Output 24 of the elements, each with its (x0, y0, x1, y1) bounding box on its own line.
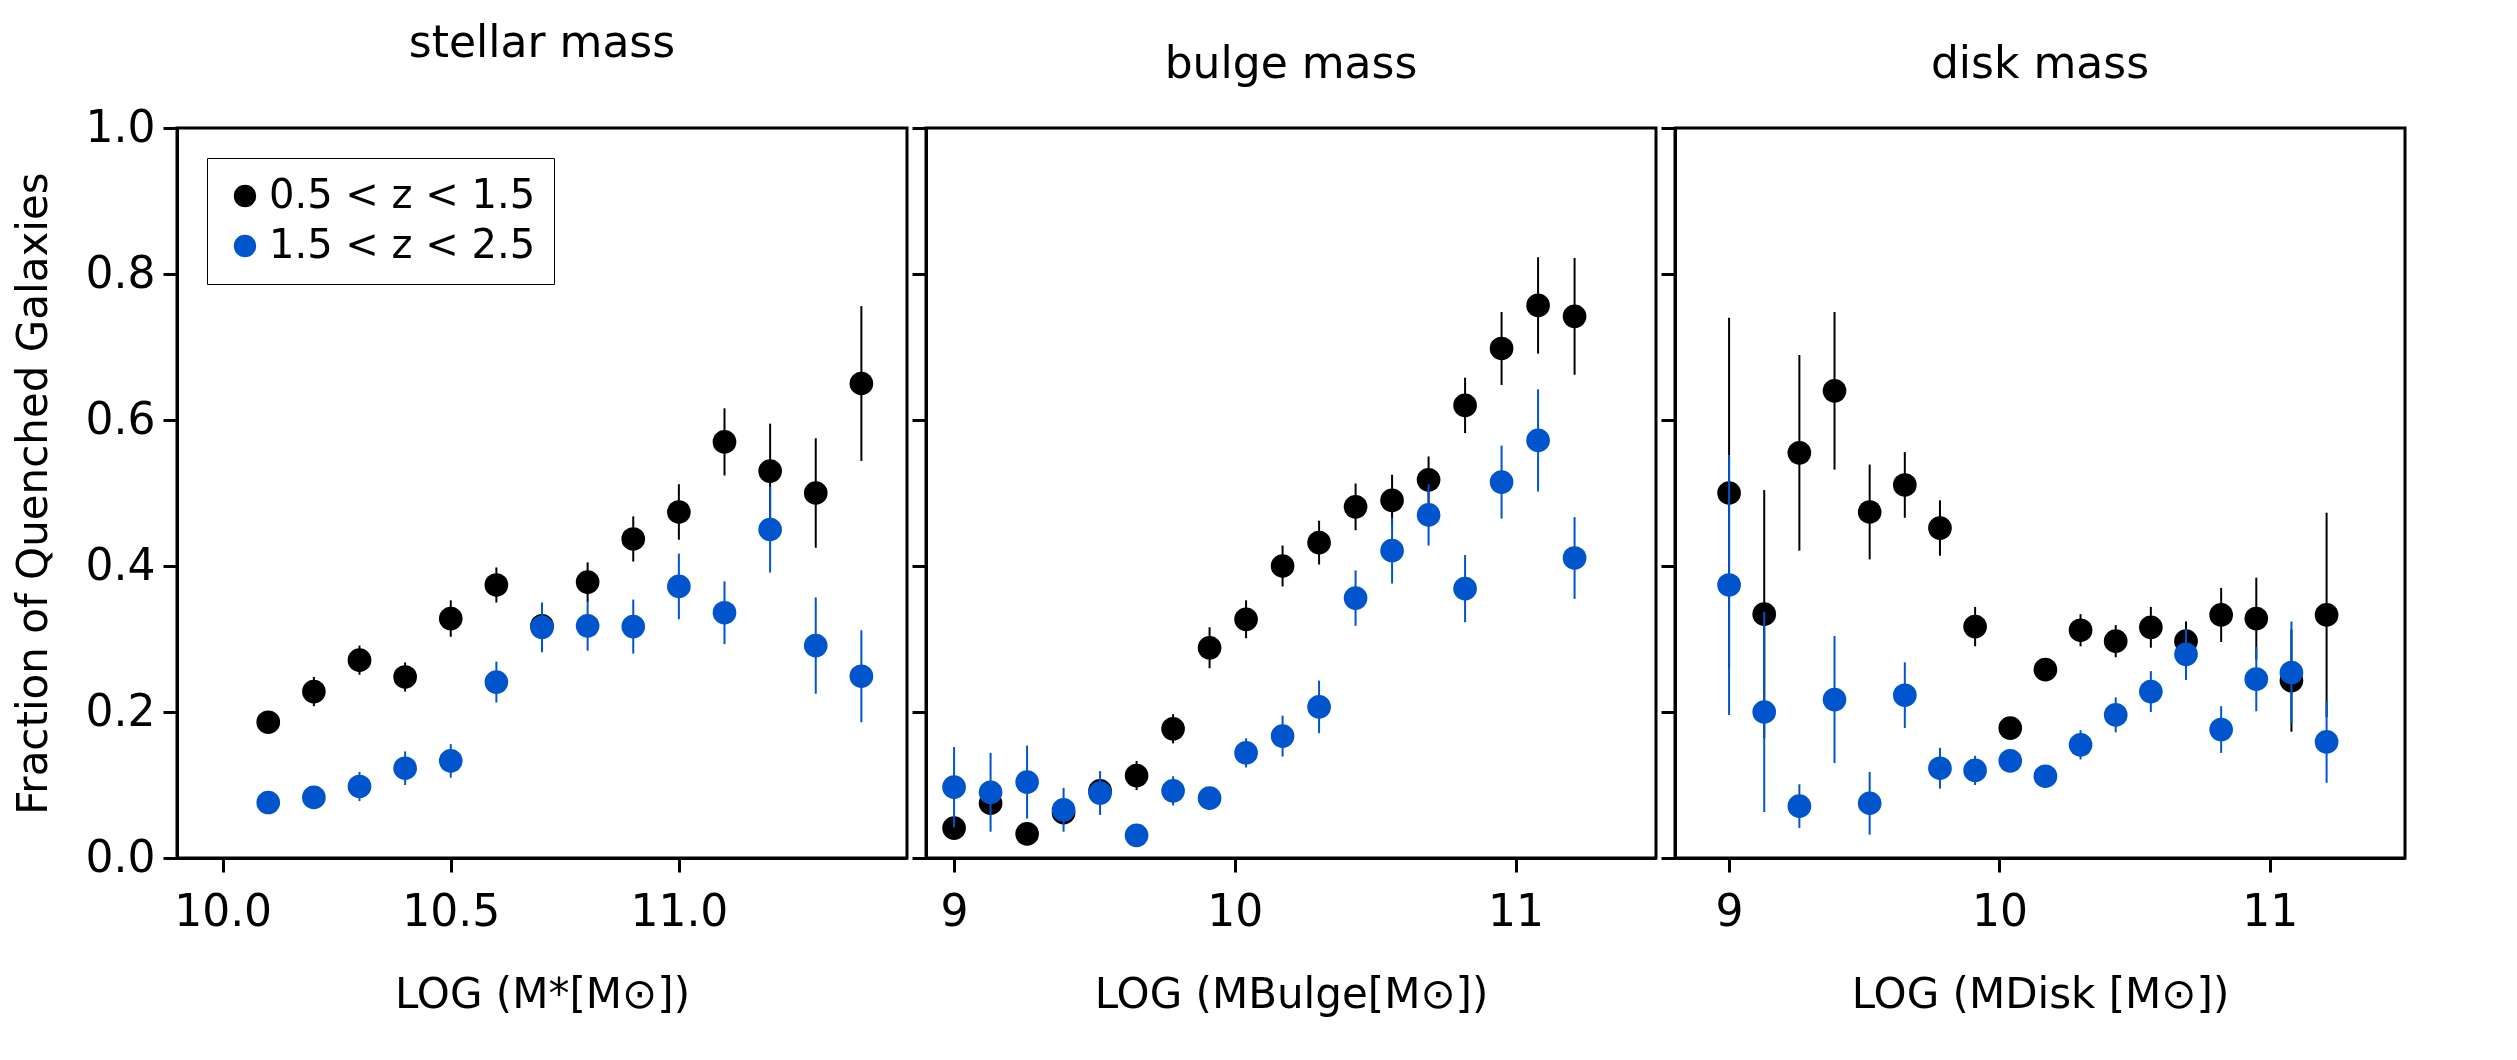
x-tick-label: 10.0 (174, 884, 273, 936)
y-tick-label: 0.0 (85, 830, 156, 882)
x-axis-title: LOG (MBulge[M⊙]) (1094, 968, 1489, 1018)
x-tick-label: 10 (1207, 884, 1264, 936)
y-axis-title: Fraction of Quenched Galaxies (7, 172, 57, 815)
chart-title: stellar mass (408, 16, 676, 67)
y-tick-label: 0.4 (85, 538, 156, 590)
y-tick-label: 0.8 (85, 246, 156, 298)
legend-label: 1.5 < z < 2.5 (269, 221, 536, 267)
chart-title: disk mass (1930, 36, 2150, 88)
x-tick-label: 9 (940, 884, 969, 936)
x-tick-label: 11.0 (630, 884, 729, 936)
x-axis-title: LOG (M*[M⊙]) (394, 968, 691, 1018)
x-tick-label: 11 (1488, 884, 1545, 936)
y-tick-label: 0.6 (85, 392, 156, 444)
legend-label: 0.5 < z < 1.5 (269, 171, 536, 217)
x-tick-label: 10.5 (402, 884, 501, 936)
x-tick-label: 9 (1715, 884, 1744, 936)
x-tick-label: 10 (1971, 884, 2028, 936)
y-tick-label: 0.2 (85, 684, 156, 736)
x-axis-title: LOG (MDisk [M⊙]) (1851, 968, 2230, 1018)
x-tick-label: 11 (2242, 884, 2299, 936)
chart-title: bulge mass (1164, 36, 1418, 88)
y-tick-label: 1.0 (85, 100, 156, 152)
